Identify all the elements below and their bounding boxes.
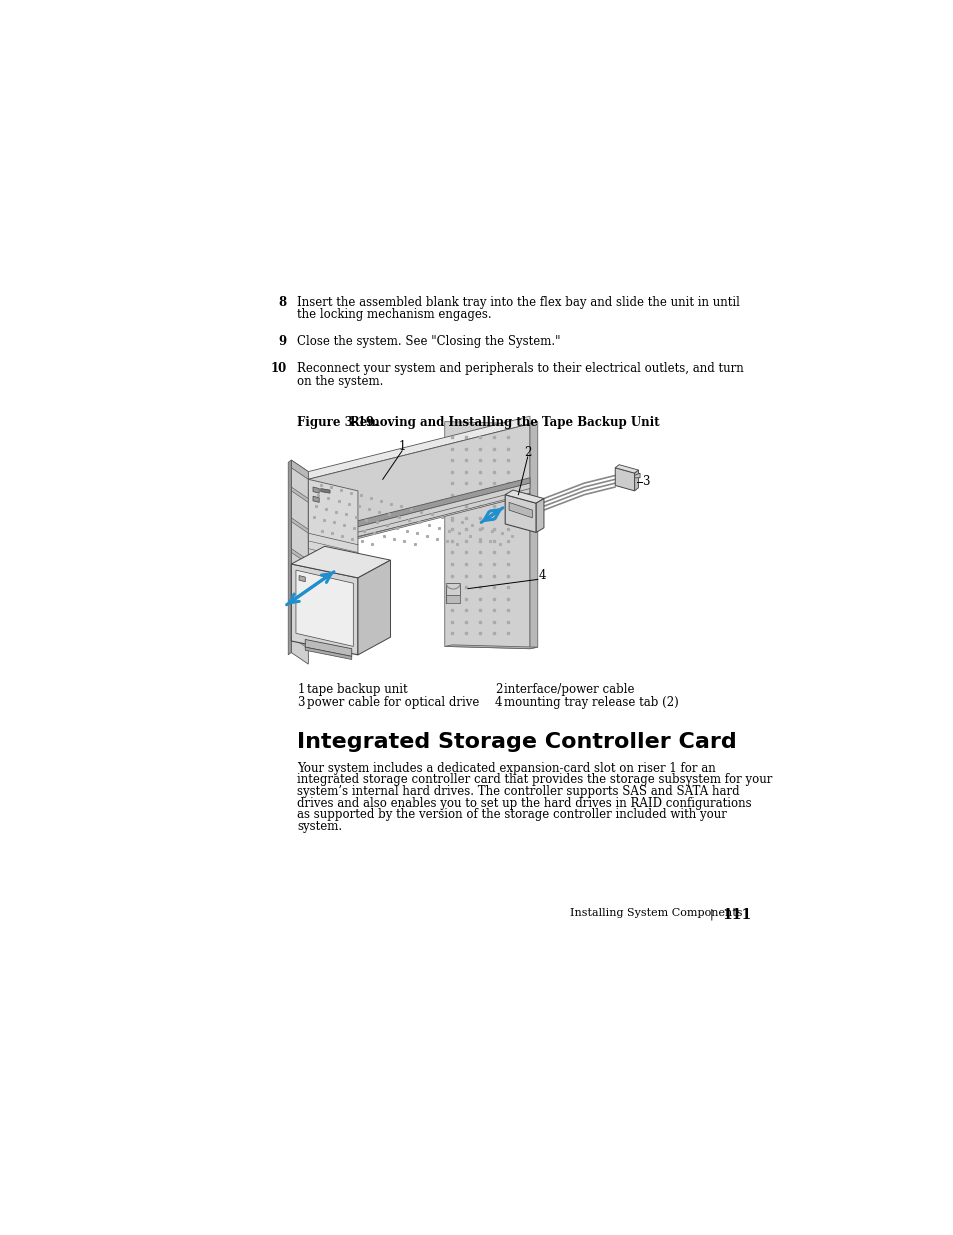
Polygon shape [357, 561, 390, 655]
Polygon shape [291, 517, 308, 534]
Text: 2: 2 [523, 446, 531, 459]
Polygon shape [291, 461, 308, 664]
Text: Figure 3-19.: Figure 3-19. [297, 416, 378, 429]
Polygon shape [305, 647, 352, 659]
Polygon shape [291, 548, 308, 564]
Text: 111: 111 [721, 908, 751, 923]
Polygon shape [308, 479, 357, 652]
Polygon shape [291, 487, 308, 503]
Polygon shape [634, 473, 639, 478]
Text: mounting tray release tab (2): mounting tray release tab (2) [504, 697, 679, 709]
Text: Your system includes a dedicated expansion-card slot on riser 1 for an: Your system includes a dedicated expansi… [297, 762, 716, 774]
Polygon shape [615, 468, 634, 490]
Polygon shape [291, 564, 357, 655]
Text: tape backup unit: tape backup unit [307, 683, 407, 695]
Text: Reconnect your system and peripherals to their electrical outlets, and turn: Reconnect your system and peripherals to… [297, 362, 743, 375]
Polygon shape [291, 461, 308, 479]
Text: 10: 10 [270, 362, 286, 375]
Polygon shape [298, 576, 305, 582]
Text: Insert the assembled blank tray into the flex bay and slide the unit in until: Insert the assembled blank tray into the… [297, 296, 740, 309]
Text: Installing System Components: Installing System Components [570, 908, 742, 918]
Polygon shape [313, 487, 319, 493]
Polygon shape [308, 416, 530, 479]
Text: system’s internal hard drives. The controller supports SAS and SATA hard: system’s internal hard drives. The contr… [297, 785, 740, 798]
Polygon shape [305, 640, 352, 656]
Text: 9: 9 [278, 336, 286, 348]
Polygon shape [634, 471, 638, 490]
Text: drives and also enables you to set up the hard drives in RAID configurations: drives and also enables you to set up th… [297, 797, 751, 809]
Polygon shape [505, 495, 536, 532]
Text: 1: 1 [297, 683, 305, 695]
Text: Close the system. See "Closing the System.": Close the system. See "Closing the Syste… [297, 336, 560, 348]
Text: 2: 2 [495, 683, 502, 695]
Polygon shape [288, 461, 291, 655]
Polygon shape [320, 489, 330, 493]
Polygon shape [509, 503, 532, 517]
Polygon shape [530, 421, 537, 648]
Polygon shape [505, 490, 543, 503]
Polygon shape [295, 571, 353, 646]
Polygon shape [291, 546, 390, 578]
Text: 3: 3 [297, 697, 305, 709]
Polygon shape [308, 478, 530, 540]
Text: system.: system. [297, 820, 342, 832]
Text: Integrated Storage Controller Card: Integrated Storage Controller Card [297, 732, 737, 752]
Polygon shape [291, 595, 308, 610]
Text: |: | [709, 908, 713, 920]
Text: 1: 1 [398, 440, 405, 453]
Text: 3: 3 [641, 475, 649, 488]
Polygon shape [308, 483, 530, 545]
Text: Removing and Installing the Tape Backup Unit: Removing and Installing the Tape Backup … [350, 416, 659, 429]
Polygon shape [444, 421, 530, 648]
Polygon shape [313, 496, 319, 503]
Text: 4: 4 [495, 697, 502, 709]
Polygon shape [308, 493, 530, 550]
Text: as supported by the version of the storage controller included with your: as supported by the version of the stora… [297, 808, 726, 821]
Text: the locking mechanism engages.: the locking mechanism engages. [297, 309, 492, 321]
Polygon shape [446, 583, 459, 595]
Text: integrated storage controller card that provides the storage subsystem for your: integrated storage controller card that … [297, 773, 772, 787]
Polygon shape [291, 634, 308, 648]
Polygon shape [615, 464, 638, 473]
Text: on the system.: on the system. [297, 374, 383, 388]
Text: 4: 4 [538, 569, 545, 582]
Text: interface/power cable: interface/power cable [504, 683, 635, 695]
Text: power cable for optical drive: power cable for optical drive [307, 697, 478, 709]
Text: 8: 8 [278, 296, 286, 309]
Polygon shape [444, 645, 537, 648]
Polygon shape [446, 595, 459, 603]
Polygon shape [536, 499, 543, 532]
Polygon shape [308, 424, 530, 548]
